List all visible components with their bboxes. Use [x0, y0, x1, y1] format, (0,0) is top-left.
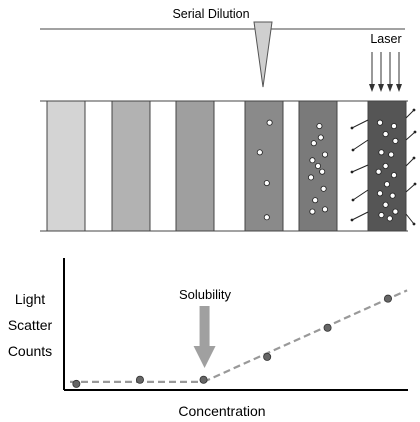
scatter-ray-head-7 — [412, 156, 416, 160]
particle — [382, 201, 389, 208]
data-point-2 — [135, 375, 144, 384]
y-axis-label-line1: Light — [15, 291, 45, 307]
well-1 — [46, 100, 86, 232]
scatter-ray-head-9 — [412, 222, 416, 226]
particle — [388, 151, 395, 158]
particle — [312, 197, 319, 204]
particle — [266, 119, 273, 126]
well-rect — [175, 100, 215, 232]
laser-arrows — [369, 52, 402, 92]
particle — [392, 208, 399, 215]
data-point-5 — [323, 323, 332, 332]
y-axis-label-line2: Scatter — [8, 317, 53, 333]
well-2 — [111, 100, 151, 232]
data-point-1 — [72, 379, 81, 388]
title: Serial Dilution — [172, 7, 249, 21]
well-4 — [244, 100, 284, 232]
y-axis-label-line3: Counts — [8, 343, 52, 359]
particle — [314, 162, 321, 169]
data-point-3 — [199, 375, 208, 384]
laser-arrowhead-3 — [396, 84, 402, 92]
wells-group — [46, 100, 417, 232]
particle — [309, 208, 316, 215]
scatter-ray-5 — [405, 109, 415, 119]
trend-line-rising — [203, 289, 408, 383]
particle — [383, 181, 390, 188]
particle — [320, 185, 327, 192]
solubility-label: Solubility — [179, 287, 232, 302]
well-6 — [367, 100, 407, 232]
pipette-tip-icon — [253, 21, 273, 88]
particle — [317, 134, 324, 141]
scatter-ray-head-3 — [351, 198, 355, 202]
particle — [309, 157, 316, 164]
scatter-ray-head-8 — [413, 182, 417, 186]
particle — [386, 215, 393, 222]
scatter-ray-head-6 — [413, 130, 417, 134]
laser-label: Laser — [370, 32, 401, 46]
scatter-ray-head-4 — [350, 218, 354, 222]
scatter-ray-8 — [405, 183, 416, 193]
particle — [376, 190, 383, 197]
scatter-ray-7 — [405, 157, 415, 167]
scatter-ray-head-0 — [350, 126, 354, 130]
particle — [375, 168, 382, 175]
particle — [378, 149, 385, 156]
particle — [390, 172, 397, 179]
particle — [390, 123, 397, 130]
scatter-ray-head-1 — [351, 148, 355, 152]
well-5 — [298, 100, 338, 232]
well-rect — [46, 100, 86, 232]
well-3 — [175, 100, 215, 232]
laser-arrowhead-1 — [378, 84, 384, 92]
particle — [316, 123, 323, 130]
data-point-6 — [383, 294, 392, 303]
data-point-4 — [263, 352, 272, 361]
particle — [321, 206, 328, 213]
solubility-arrow-head — [193, 346, 216, 368]
scatter-ray-1 — [352, 139, 369, 151]
particle — [263, 180, 270, 187]
laser-arrowhead-2 — [387, 84, 393, 92]
chart-marks — [70, 289, 408, 388]
scatter-ray-0 — [351, 119, 369, 129]
scatter-ray-head-5 — [412, 108, 416, 112]
particle — [382, 131, 389, 138]
particle — [376, 119, 383, 126]
particle — [321, 151, 328, 158]
particle — [307, 174, 314, 181]
laser-arrowhead-0 — [369, 84, 375, 92]
solubility-arrow-shaft — [199, 306, 210, 348]
scatter-ray-6 — [405, 131, 416, 141]
scatter-ray-4 — [351, 211, 369, 221]
well-rect — [111, 100, 151, 232]
scatter-ray-head-2 — [350, 170, 354, 174]
well-rect — [244, 100, 284, 232]
particle — [378, 212, 385, 219]
x-axis-label: Concentration — [178, 403, 265, 419]
chart: Light Scatter Counts Concentration Solub… — [8, 258, 408, 419]
particle — [389, 192, 396, 199]
particle — [382, 162, 389, 169]
particle — [256, 149, 263, 156]
particle — [319, 168, 326, 175]
scatter-ray-3 — [352, 189, 369, 201]
scatter-ray-2 — [351, 164, 369, 173]
scatter-ray-9 — [405, 213, 415, 225]
particle — [392, 137, 399, 144]
particle — [263, 214, 270, 221]
particle — [310, 140, 317, 147]
